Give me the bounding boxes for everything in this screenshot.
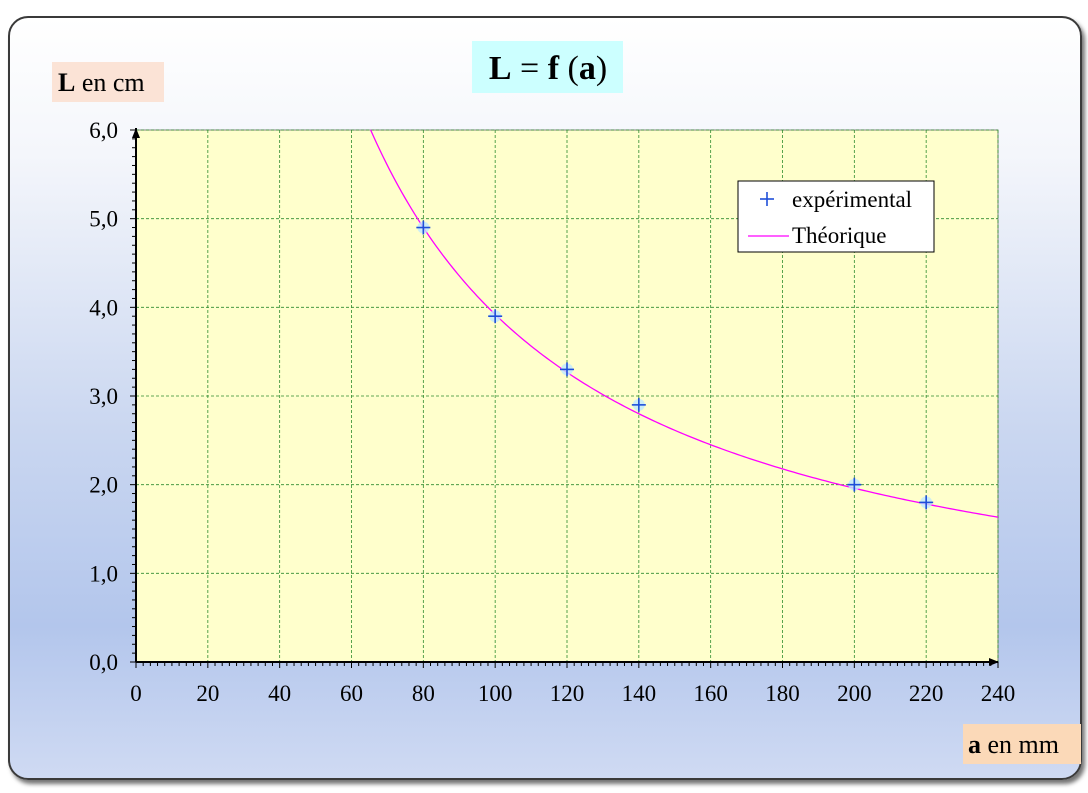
title-symbol-a: a xyxy=(579,50,596,87)
x-tick-label-100: 100 xyxy=(478,681,513,706)
title-paren-open: ( xyxy=(559,50,579,87)
data-point-experimental xyxy=(488,309,503,324)
y-tick-label-0: 0,0 xyxy=(89,650,118,675)
y-tick-label-2: 2,0 xyxy=(89,473,118,498)
data-point-experimental xyxy=(847,477,862,492)
legend: expérimental Théorique xyxy=(737,180,935,253)
x-tick-label-180: 180 xyxy=(765,681,800,706)
series-theorique xyxy=(369,129,999,518)
x-tick-label-80: 80 xyxy=(412,681,435,706)
data-point-experimental xyxy=(560,362,574,377)
axes xyxy=(130,128,999,668)
series-experimental xyxy=(416,220,934,510)
x-tick-label-240: 240 xyxy=(981,681,1016,706)
y-axis-arrow xyxy=(132,128,140,138)
legend-label-theorique: Théorique xyxy=(792,223,887,248)
chart-title: L = f (a) xyxy=(472,41,623,93)
x-axis-label-background xyxy=(963,724,1081,764)
chart-title-background xyxy=(472,41,623,93)
data-point-experimental xyxy=(416,220,431,235)
y-axis-label-background xyxy=(52,62,164,102)
x-tick-label-160: 160 xyxy=(693,681,728,706)
x-tick-label-0: 0 xyxy=(130,681,142,706)
svg-text:L = f (a): L = f (a) xyxy=(489,50,607,87)
title-paren-close: ) xyxy=(596,50,607,87)
y-tick-label-6: 6,0 xyxy=(89,118,118,143)
x-tick-label-140: 140 xyxy=(622,681,657,706)
data-point-experimental xyxy=(919,495,934,510)
legend-box xyxy=(737,180,935,253)
y-tick-label-4: 4,0 xyxy=(89,295,118,320)
x-tick-label-200: 200 xyxy=(837,681,872,706)
x-axis-label-unit: en mm xyxy=(981,730,1059,759)
y-tick-label-1: 1,0 xyxy=(89,561,118,586)
x-tick-label-60: 60 xyxy=(340,681,363,706)
legend-label-experimental: expérimental xyxy=(792,187,912,212)
x-tick-label-20: 20 xyxy=(196,681,219,706)
x-axis-label: a en mm xyxy=(963,724,1081,764)
x-axis-label-symbol: a xyxy=(968,730,981,759)
svg-text:L en cm: L en cm xyxy=(58,68,145,97)
grid xyxy=(136,129,999,662)
x-tick-label-120: 120 xyxy=(550,681,585,706)
title-equals: = xyxy=(512,50,548,87)
x-tick-label-40: 40 xyxy=(268,681,291,706)
y-axis-label-unit: en cm xyxy=(75,68,144,97)
y-tick-labels: 0,0 1,0 2,0 3,0 4,0 5,0 6,0 xyxy=(89,118,118,675)
y-tick-label-3: 3,0 xyxy=(89,384,118,409)
title-symbol-l: L xyxy=(489,50,512,87)
data-point-experimental xyxy=(631,397,646,412)
y-axis-label: L en cm xyxy=(52,62,164,102)
x-tick-label-220: 220 xyxy=(909,681,944,706)
y-axis-label-symbol: L xyxy=(58,68,75,97)
title-symbol-f: f xyxy=(548,50,560,87)
series-theorique-line xyxy=(369,129,999,518)
y-tick-label-5: 5,0 xyxy=(89,207,118,232)
legend-marker-experimental xyxy=(760,192,774,206)
x-tick-labels: 0 20 40 60 80 100 120 140 160 180 200 220 240 xyxy=(130,681,1015,706)
svg-text:a en mm: a en mm xyxy=(968,730,1059,759)
